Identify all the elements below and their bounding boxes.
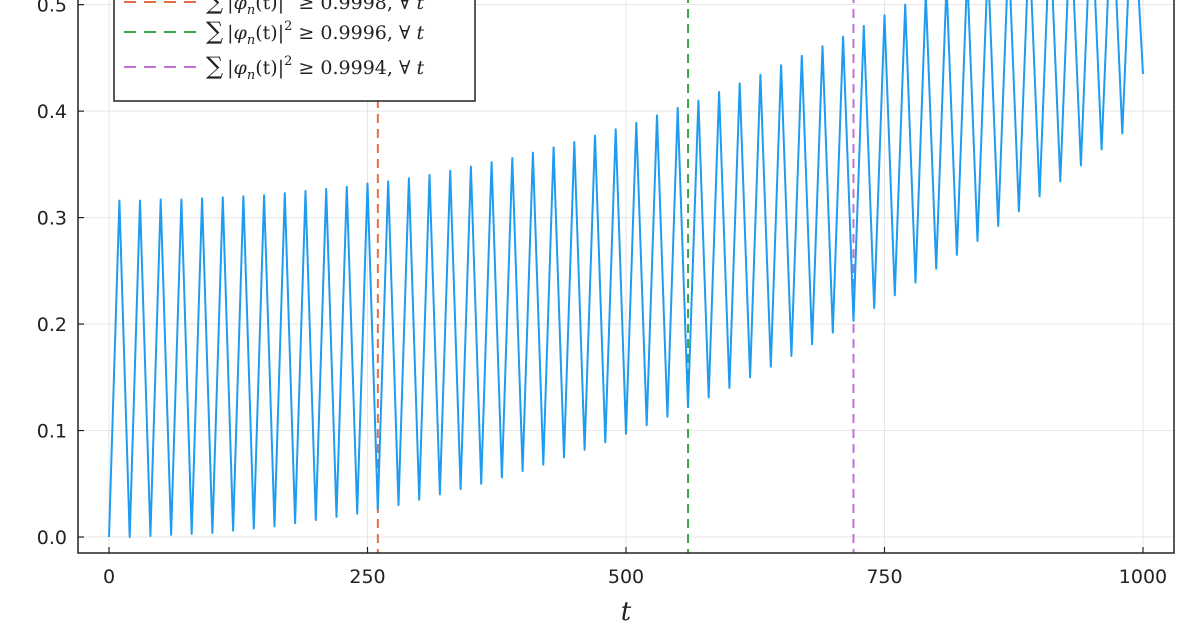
legend-bar: |	[227, 22, 233, 44]
legend-rel: ≥	[292, 57, 320, 79]
legend-sum: ∑	[206, 52, 223, 80]
legend-arg: (t)|	[255, 0, 284, 14]
legend-rest: , ∀	[387, 57, 417, 79]
legend-box	[113, 0, 476, 102]
y-tick-label: 0.5	[37, 0, 67, 17]
y-axis-ticks: 0.0 0.1 0.2 0.3 0.4 0.5	[37, 0, 84, 549]
x-tick-label: 250	[349, 566, 385, 588]
legend-num: 0.9996	[320, 22, 386, 44]
legend-sup: 2	[284, 19, 292, 34]
legend-arg: (t)|	[255, 22, 284, 44]
series-line-0	[108, 0, 1144, 538]
legend-bar: |	[227, 57, 233, 79]
legend-phi: φ	[234, 57, 248, 79]
legend-label: ∑ |φn(t)|2 ≥ 0.9994, ∀ t	[206, 52, 424, 83]
legend-phi: φ	[234, 22, 248, 44]
x-tick-label: 0	[103, 566, 115, 588]
legend-sum: ∑	[206, 0, 223, 15]
legend-tvar: t	[416, 57, 424, 79]
legend-sup: 2	[284, 0, 292, 4]
y-tick-label: 0.1	[37, 421, 67, 443]
legend-sub: n	[247, 3, 255, 18]
legend-sup: 2	[284, 54, 292, 69]
legend-num: 0.9994	[320, 57, 386, 79]
legend: ∑|φn(t)|2 ≥ 0.9998, ∀ t∑|φn(t)|2 ≥ 0.999…	[113, 0, 476, 102]
x-axis-ticks: 0 250 500 750 1000	[103, 547, 1167, 588]
legend-bar: |	[227, 0, 233, 14]
y-tick-label: 0.0	[37, 527, 67, 549]
legend-label: ∑ |φn(t)|2 ≥ 0.9996, ∀ t	[206, 17, 424, 48]
legend-entry: ∑ |φn(t)|2 ≥ 0.9996, ∀ t	[124, 17, 424, 48]
y-tick-label: 0.2	[37, 314, 67, 336]
legend-label: ∑ |φn(t)|2 ≥ 0.9998, ∀ t	[206, 0, 424, 18]
legend-rest: , ∀	[387, 0, 417, 14]
x-axis-title: t	[621, 597, 632, 627]
legend-entry: ∑ |φn(t)|2 ≥ 0.9998, ∀ t	[124, 0, 424, 18]
legend-rest: , ∀	[387, 22, 417, 44]
x-tick-label: 1000	[1119, 566, 1167, 588]
legend-sub: n	[247, 33, 255, 48]
legend-rel: ≥	[292, 0, 320, 14]
legend-num: 0.9998	[320, 0, 386, 14]
legend-arg: (t)|	[255, 57, 284, 79]
y-tick-label: 0.3	[37, 208, 67, 230]
legend-sum: ∑	[206, 17, 223, 45]
legend-phi: φ	[234, 0, 248, 14]
legend-entry: ∑ |φn(t)|2 ≥ 0.9994, ∀ t	[124, 52, 424, 83]
legend-rel: ≥	[292, 22, 320, 44]
x-tick-label: 500	[608, 566, 644, 588]
legend-tvar: t	[416, 22, 424, 44]
y-tick-label: 0.4	[37, 101, 67, 123]
x-tick-label: 750	[866, 566, 902, 588]
legend-tvar: t	[416, 0, 424, 14]
series-layer	[108, 0, 1144, 538]
legend-sub: n	[247, 68, 255, 83]
